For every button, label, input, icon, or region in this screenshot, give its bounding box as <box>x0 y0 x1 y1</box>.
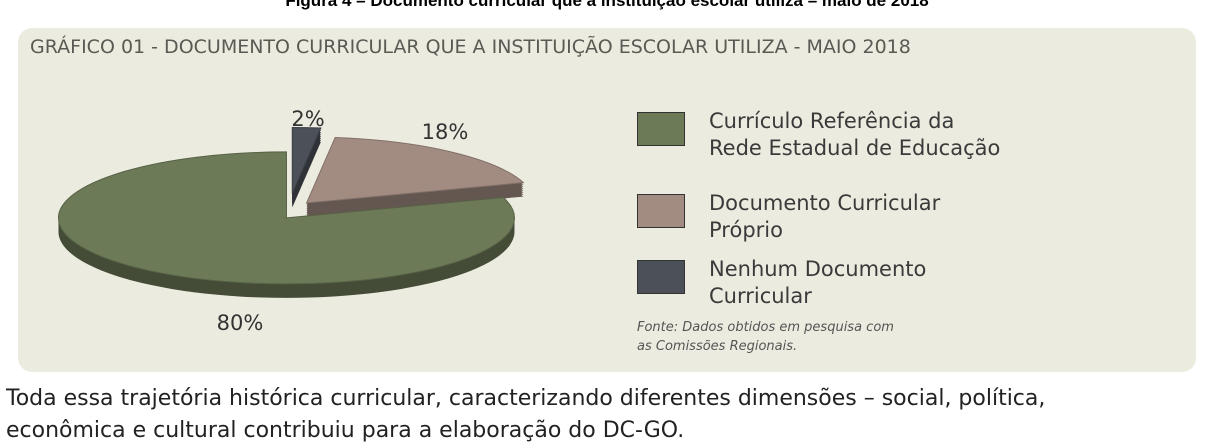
legend-item: Currículo Referência da Rede Estadual de… <box>637 108 1009 162</box>
slice <box>57 151 515 285</box>
legend-swatch <box>637 194 685 228</box>
legend-item: Documento Curricular Próprio <box>637 190 1009 244</box>
body-text: Toda essa trajetória histórica curricula… <box>6 386 1046 411</box>
legend-label: Documento Curricular Próprio <box>709 191 941 242</box>
data-label: 2% <box>291 107 324 131</box>
pie-chart: 2% 18% 80% <box>57 107 525 335</box>
body-text: econômica e cultural contribuiu para a e… <box>6 418 685 443</box>
legend-label: Nenhum Documento Curricular <box>709 257 927 308</box>
legend-label: Currículo Referência da Rede Estadual de… <box>709 109 1001 160</box>
chart-title: GRÁFICO 01 - DOCUMENTO CURRICULAR QUE A … <box>30 36 911 58</box>
source-note: Fonte: Dados obtidos em pesquisa com as … <box>637 320 894 354</box>
legend-swatch <box>637 112 685 146</box>
data-label: 80% <box>217 311 264 335</box>
figure-caption: Figura 4 – Documento curricular que a in… <box>285 0 929 10</box>
slice <box>305 136 525 204</box>
data-label: 18% <box>422 120 469 144</box>
legend-item: Nenhum Documento Curricular <box>637 256 1009 310</box>
legend-swatch <box>637 260 685 294</box>
slice <box>291 126 322 194</box>
